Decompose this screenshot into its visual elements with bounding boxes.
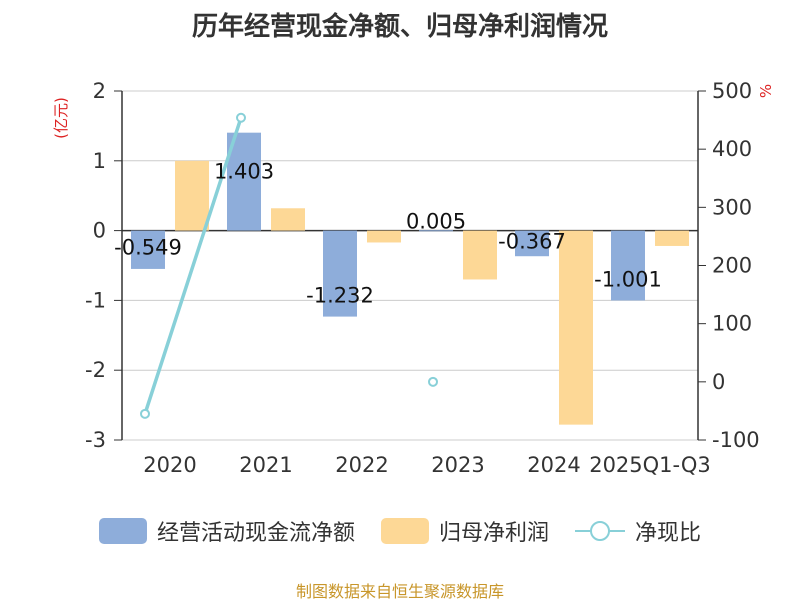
y-right-tick-label: 500 — [712, 79, 752, 103]
chart-title: 历年经营现金净额、归母净利润情况 — [191, 12, 608, 42]
x-tick-label: 2020 — [143, 453, 196, 477]
legend-item-cash-flow[interactable]: 经营活动现金流净额 — [98, 515, 355, 547]
y-right-tick-label: 200 — [712, 254, 752, 278]
legend: 经营活动现金流净额 归母净利润 净现比 — [0, 515, 800, 547]
legend-swatch-net-profit — [380, 518, 429, 544]
legend-item-net-profit[interactable]: 归母净利润 — [380, 515, 549, 547]
x-tick-label: 2023 — [431, 453, 484, 477]
data-label: -1.232 — [306, 284, 374, 308]
bar-cash-flow — [131, 230, 165, 269]
bar-cash-flow — [323, 230, 357, 317]
x-tick-label: 2025Q1-Q3 — [589, 453, 711, 477]
bar-net-profit — [271, 208, 305, 231]
y-left-unit-label: (亿元) — [52, 97, 70, 139]
data-label: -0.367 — [498, 230, 566, 254]
x-tick-label: 2024 — [527, 453, 580, 477]
legend-swatch-cash-flow — [98, 518, 147, 544]
y-right-tick-label: 400 — [712, 137, 752, 161]
bar-net-profit — [463, 230, 497, 280]
bar-net-profit — [655, 230, 689, 246]
ratio-point — [428, 376, 438, 387]
data-label: 1.403 — [214, 160, 274, 184]
legend-swatch-ratio — [575, 521, 625, 541]
bar-cash-flow — [515, 230, 549, 257]
bar-net-profit — [559, 230, 593, 425]
y-right-tick-label: 300 — [712, 195, 752, 219]
bar-cash-flow — [611, 230, 645, 301]
legend-label-ratio: 净现比 — [635, 521, 702, 546]
data-label: -0.549 — [114, 236, 182, 260]
y-right-tick-label: 100 — [712, 312, 752, 336]
legend-item-ratio[interactable]: 净现比 — [575, 515, 701, 547]
bar-cash-flow — [419, 230, 453, 232]
ratio-line-segment — [143, 117, 243, 415]
y-left-tick-label: 0 — [93, 219, 106, 243]
bar-net-profit — [175, 160, 209, 231]
data-label: -1.001 — [594, 267, 662, 291]
y-right-tick-label: -100 — [712, 428, 760, 452]
y-left-tick-label: -1 — [85, 288, 106, 312]
ratio-point — [236, 112, 246, 123]
y-left-tick-label: 2 — [93, 79, 106, 103]
ratio-point — [140, 408, 150, 419]
legend-label-net-profit: 归母净利润 — [438, 521, 549, 546]
y-left-tick-label: -2 — [85, 358, 106, 382]
y-left-tick-label: 1 — [93, 149, 106, 173]
x-tick-label: 2022 — [335, 453, 388, 477]
source-note: 制图数据来自恒生聚源数据库 — [295, 582, 504, 601]
bar-net-profit — [367, 230, 401, 243]
y-left-tick-label: -3 — [85, 428, 106, 452]
y-right-tick-label: 0 — [712, 370, 725, 394]
y-right-unit-label: % — [757, 84, 775, 98]
legend-label-cash-flow: 经营活动现金流净额 — [156, 521, 355, 546]
x-tick-label: 2021 — [239, 453, 292, 477]
data-label: 0.005 — [406, 210, 466, 234]
